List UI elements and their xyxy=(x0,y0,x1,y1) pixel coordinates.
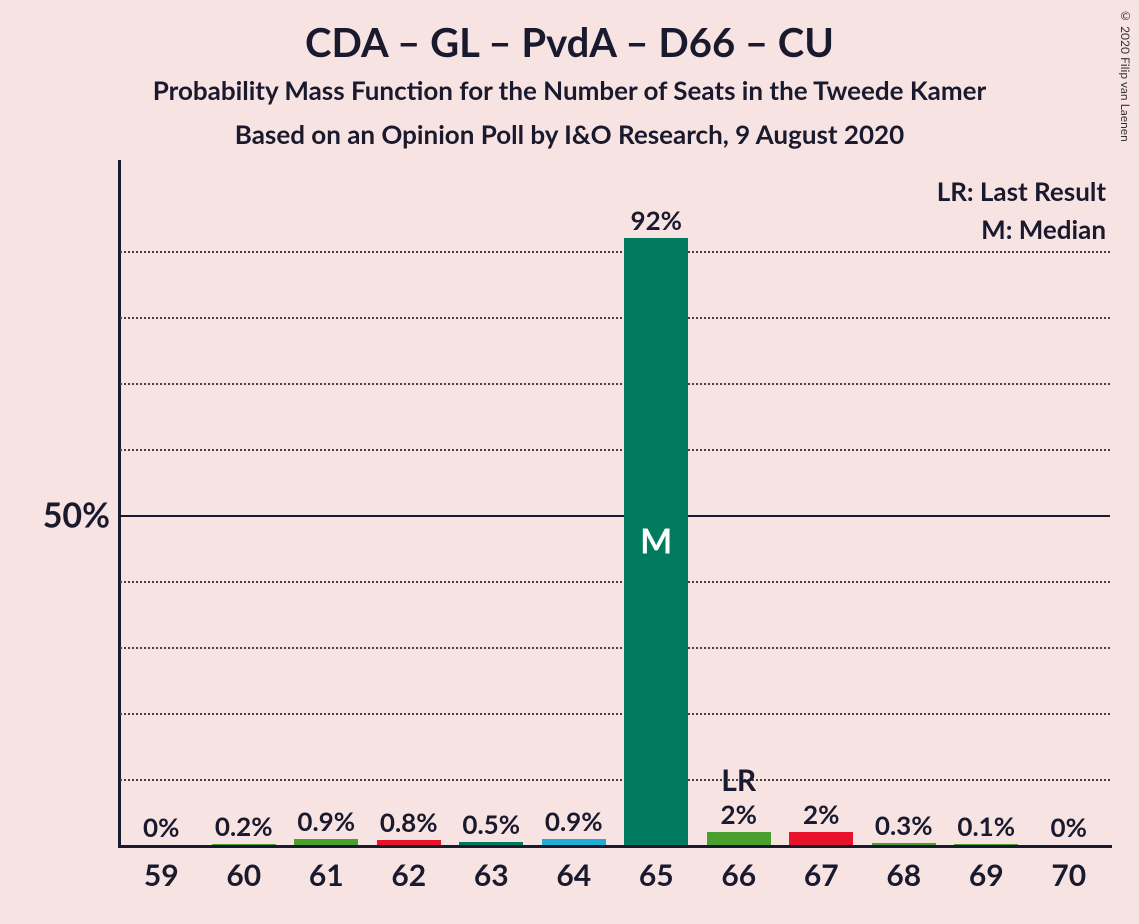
bar-60 xyxy=(212,844,276,845)
legend-last-result: LR: Last Result xyxy=(937,175,1106,207)
chart-subtitle-2: Based on an Opinion Poll by I&O Research… xyxy=(0,118,1139,150)
chart-subtitle-1: Probability Mass Function for the Number… xyxy=(0,74,1139,106)
bar-value-label-67: 2% xyxy=(803,798,839,830)
gridline-minor xyxy=(120,713,1110,715)
x-tick-59: 59 xyxy=(144,857,179,893)
chart-title: CDA – GL – PvdA – D66 – CU xyxy=(0,18,1139,66)
y-axis-label-50: 50% xyxy=(20,495,110,536)
x-tick-69: 69 xyxy=(969,857,1004,893)
bar-69 xyxy=(954,844,1018,845)
x-tick-61: 61 xyxy=(309,857,344,893)
bar-64 xyxy=(542,839,606,845)
bar-inner-label-65: M xyxy=(640,521,672,562)
gridline-minor xyxy=(120,779,1110,781)
bar-value-label-66: 2% xyxy=(721,798,757,830)
bar-61 xyxy=(294,839,358,845)
bar-63 xyxy=(459,842,523,845)
bar-value-label-70: 0% xyxy=(1051,811,1087,843)
gridline-minor xyxy=(120,251,1110,253)
x-tick-67: 67 xyxy=(804,857,839,893)
y-axis-line xyxy=(118,160,121,847)
bar-66 xyxy=(707,832,771,845)
gridline-minor xyxy=(120,383,1110,385)
x-tick-65: 65 xyxy=(639,857,674,893)
x-tick-68: 68 xyxy=(886,857,921,893)
gridline-major xyxy=(120,515,1110,517)
bar-value-label-62: 0.8% xyxy=(380,806,438,838)
bar-value-label-69: 0.1% xyxy=(957,810,1015,842)
gridline-minor xyxy=(120,581,1110,583)
gridline-minor xyxy=(120,647,1110,649)
bar-value-label-63: 0.5% xyxy=(462,808,520,840)
gridline-minor xyxy=(120,449,1110,451)
gridline-minor xyxy=(120,317,1110,319)
x-tick-70: 70 xyxy=(1051,857,1086,893)
x-tick-62: 62 xyxy=(391,857,426,893)
bar-68 xyxy=(872,843,936,845)
bar-67 xyxy=(789,832,853,845)
bar-value-label-59: 0% xyxy=(143,811,179,843)
plot-area: 50% LR: Last Result M: Median 0%0.2%0.9%… xyxy=(120,185,1110,845)
bar-value-label-65: 92% xyxy=(631,204,682,236)
bar-value-label-60: 0.2% xyxy=(215,810,273,842)
bar-62 xyxy=(377,840,441,845)
bar-annotation-66: LR xyxy=(721,762,756,798)
chart-page: CDA – GL – PvdA – D66 – CU Probability M… xyxy=(0,0,1139,924)
legend-median: M: Median xyxy=(981,213,1106,245)
x-tick-63: 63 xyxy=(474,857,509,893)
bar-value-label-61: 0.9% xyxy=(297,805,355,837)
bar-value-label-68: 0.3% xyxy=(875,809,933,841)
copyright-text: © 2020 Filip van Laenen xyxy=(1118,8,1133,142)
x-tick-60: 60 xyxy=(226,857,261,893)
x-tick-64: 64 xyxy=(556,857,591,893)
x-tick-66: 66 xyxy=(721,857,756,893)
x-axis-line xyxy=(118,845,1112,848)
bar-value-label-64: 0.9% xyxy=(545,805,603,837)
